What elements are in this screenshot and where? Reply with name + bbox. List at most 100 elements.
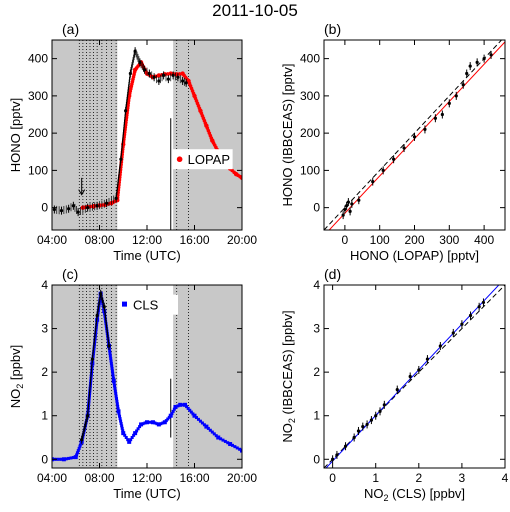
data-point (425, 357, 430, 361)
x-tick-label: 16:00 (179, 233, 209, 247)
data-point (208, 428, 212, 432)
data-point (57, 457, 61, 461)
data-point (121, 429, 125, 433)
data-point (183, 402, 187, 407)
data-point (110, 369, 114, 373)
data-point (454, 94, 458, 98)
x-axis-label: Time (UTC) (113, 248, 180, 263)
x-tick-label: 0 (342, 233, 349, 247)
data-point (60, 457, 63, 461)
panel-label: (b) (324, 21, 341, 37)
y-tick-label: 400 (300, 52, 320, 66)
legend-label: LOPAP (188, 152, 230, 167)
data-point (102, 307, 106, 311)
data-point (110, 366, 114, 370)
data-point (132, 433, 136, 437)
data-point (119, 419, 123, 423)
legend-marker (122, 301, 127, 307)
data-point (447, 101, 451, 105)
data-point (181, 403, 185, 407)
data-point (67, 207, 71, 211)
data-point (119, 421, 123, 425)
data-point (109, 359, 113, 363)
data-point (188, 408, 192, 412)
data-point (156, 422, 161, 427)
data-point (196, 417, 200, 421)
data-point (357, 198, 361, 202)
data-point (105, 201, 109, 205)
y-tick-label: 4 (41, 278, 48, 292)
x-tick-label: 100 (370, 233, 390, 247)
x-tick-label: 20:00 (227, 233, 257, 247)
data-point (198, 419, 202, 423)
data-point (440, 112, 444, 117)
data-point (111, 378, 116, 383)
data-point (75, 453, 79, 457)
data-point (343, 207, 347, 212)
data-point (111, 376, 115, 380)
data-point (178, 402, 183, 407)
data-point (343, 444, 348, 448)
data-point (152, 75, 156, 79)
x-axis-label: NO2 (CLS) [ppbv] (364, 486, 465, 503)
data-point (52, 207, 56, 212)
data-point (206, 426, 210, 430)
data-point (129, 438, 133, 442)
y-axis-label: HONO [pptv] (8, 98, 23, 172)
data-point (95, 204, 99, 208)
x-axis-label: Time (UTC) (113, 486, 180, 501)
shaded-region (52, 285, 118, 468)
data-point (153, 421, 157, 425)
data-point (350, 202, 354, 206)
plot-area (52, 285, 242, 468)
panel-d: 0 1 2 3 4 0 1 2 3 4 NO2 (CLS) [ppbv] NO2 (IBBCEAS) … (280, 266, 509, 503)
y-tick-label: 1 (41, 409, 48, 423)
data-point (402, 146, 406, 150)
data-point (221, 438, 225, 442)
y-tick-label: 2 (313, 365, 320, 379)
data-point (156, 73, 162, 78)
data-point (171, 73, 175, 77)
data-point (171, 409, 175, 413)
data-point (194, 416, 198, 420)
data-point (124, 436, 128, 439)
y-tick-label: 0 (41, 452, 48, 466)
data-point (116, 404, 120, 408)
data-point (374, 414, 378, 418)
data-point (365, 422, 369, 427)
data-point (482, 57, 486, 61)
data-point (173, 405, 178, 409)
data-point (118, 417, 122, 421)
data-point (395, 387, 399, 392)
panel-label: (c) (62, 266, 78, 282)
data-point (168, 413, 173, 418)
x-tick-label: 0 (329, 471, 336, 485)
y-axis-label: NO2 [ppbv] (8, 345, 25, 409)
legend-marker (176, 156, 183, 163)
data-point (64, 457, 68, 461)
data-point (147, 71, 151, 76)
data-point (108, 351, 112, 355)
series-ibbceas-vs-lopap (341, 50, 493, 220)
data-point (78, 444, 82, 448)
data-point (138, 425, 142, 429)
data-point (135, 429, 139, 433)
legend-background (118, 294, 178, 315)
data-point (110, 364, 114, 368)
data-point (166, 417, 170, 421)
data-point (69, 456, 73, 460)
data-point (120, 424, 124, 428)
data-point (115, 399, 119, 403)
y-tick-label: 300 (28, 89, 48, 103)
y-tick-label: 4 (313, 278, 320, 292)
data-point (192, 413, 197, 418)
panel-label: (d) (324, 266, 341, 282)
data-point (59, 209, 64, 213)
data-point (108, 354, 112, 358)
data-point (115, 397, 119, 401)
x-tick-label: 200 (404, 233, 424, 247)
x-tick-label: 08:00 (84, 233, 114, 247)
data-point (331, 457, 335, 461)
data-point (185, 405, 189, 409)
data-point (228, 442, 233, 447)
